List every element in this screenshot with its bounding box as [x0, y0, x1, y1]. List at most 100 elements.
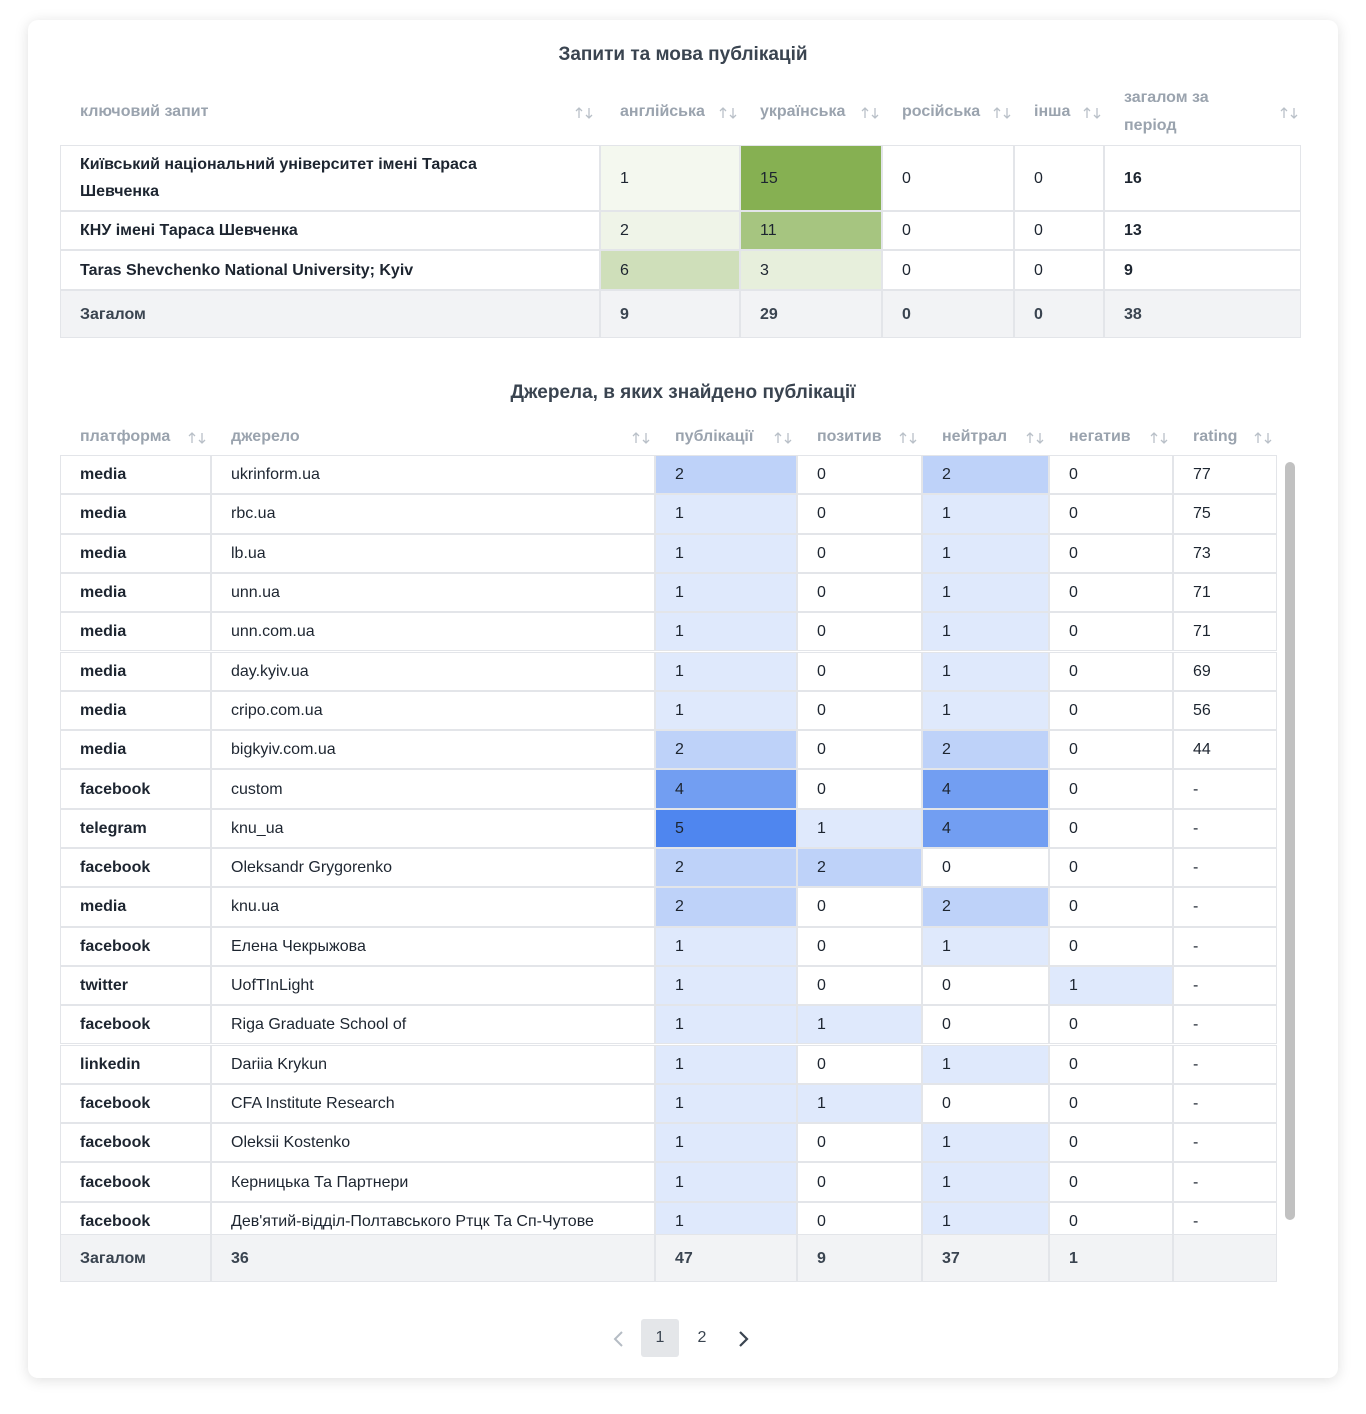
value-cell: 2 [600, 211, 740, 250]
value-cell: 1 [922, 1044, 1049, 1084]
source-cell: bigkyiv.com.ua [211, 730, 655, 770]
source-cell: facebook [60, 1083, 211, 1124]
source-cell: knu.ua [211, 887, 655, 927]
scrollbar[interactable] [1283, 458, 1297, 1234]
value-cell: 73 [1173, 533, 1277, 573]
source-cell: knu_ua [211, 808, 655, 848]
value-cell: 1 [922, 612, 1049, 652]
value-cell: 1 [655, 494, 797, 534]
value-cell: - [1173, 965, 1277, 1006]
value-cell: 0 [1049, 1044, 1173, 1084]
source-cell: media [60, 887, 211, 927]
value-cell: - [1173, 1201, 1277, 1234]
source-cell: unn.com.ua [211, 612, 655, 652]
column-header[interactable]: негатив [1069, 428, 1131, 445]
column-header[interactable]: rating [1193, 428, 1238, 445]
scroll-thumb[interactable] [1285, 462, 1295, 1220]
sort-icon[interactable] [992, 106, 1014, 120]
column-header[interactable]: платформа [80, 428, 171, 445]
sort-icon[interactable] [773, 431, 795, 445]
value-cell: 0 [1049, 1083, 1173, 1124]
value-cell: 2 [922, 730, 1049, 770]
value-cell: 0 [797, 612, 922, 652]
sort-icon[interactable] [718, 106, 740, 120]
value-cell: - [1173, 926, 1277, 966]
column-header[interactable]: публікації [675, 428, 754, 445]
value-cell: - [1173, 1044, 1277, 1084]
value-cell: 11 [740, 211, 882, 250]
source-cell: media [60, 494, 211, 534]
sort-icon[interactable] [1279, 106, 1301, 120]
total-cell: Загалом [60, 290, 600, 338]
sort-icon[interactable] [1253, 431, 1275, 445]
column-header[interactable]: нейтрал [942, 428, 1008, 445]
value-cell: 1 [922, 690, 1049, 731]
sort-icon[interactable] [860, 106, 882, 120]
column-header[interactable]: позитив [817, 428, 882, 445]
total-cell: 1 [1049, 1234, 1173, 1282]
value-cell: 0 [1049, 1162, 1173, 1202]
source-cell: Дев'ятий-відділ-Полтавського Ртцк Та Сп-… [211, 1201, 655, 1234]
query-cell: Taras Shevchenko National University; Ky… [60, 250, 600, 290]
page-button[interactable]: 1 [641, 1319, 679, 1357]
value-cell: 69 [1173, 651, 1277, 691]
source-cell: CFA Institute Research [211, 1083, 655, 1124]
value-cell: 15 [740, 145, 882, 211]
value-cell: - [1173, 887, 1277, 927]
value-cell: 0 [1049, 533, 1173, 573]
value-cell: 0 [922, 848, 1049, 888]
value-cell: 0 [1049, 572, 1173, 613]
value-cell: 0 [797, 651, 922, 691]
source-cell: facebook [60, 769, 211, 809]
source-cell: media [60, 730, 211, 770]
source-cell: Керницька Та Партнери [211, 1162, 655, 1202]
total-cell: 29 [740, 290, 882, 338]
value-cell: 2 [655, 887, 797, 927]
sort-icon[interactable] [1149, 431, 1171, 445]
column-header[interactable]: джерело [231, 428, 300, 445]
value-cell: 4 [655, 769, 797, 809]
source-cell: cripo.com.ua [211, 690, 655, 731]
source-cell: twitter [60, 965, 211, 1006]
next-page[interactable] [734, 1328, 752, 1350]
sort-icon[interactable] [898, 431, 920, 445]
sort-icon[interactable] [1082, 106, 1104, 120]
column-header[interactable]: англійська [620, 103, 705, 120]
value-cell: 4 [922, 808, 1049, 848]
value-cell: 9 [1104, 250, 1301, 290]
sort-icon[interactable] [187, 431, 209, 445]
value-cell: 3 [740, 250, 882, 290]
sort-icon[interactable] [574, 106, 596, 120]
sort-icon[interactable] [1025, 431, 1047, 445]
total-cell [1173, 1234, 1277, 1282]
total-cell: 9 [797, 1234, 922, 1282]
column-header[interactable]: загалом за період [1124, 89, 1209, 134]
value-cell: 1 [600, 145, 740, 211]
value-cell: 0 [1049, 1123, 1173, 1163]
sort-icon[interactable] [631, 431, 653, 445]
source-cell: facebook [60, 1123, 211, 1163]
source-cell: Oleksandr Grygorenko [211, 848, 655, 888]
value-cell: 0 [882, 211, 1014, 250]
page-button[interactable]: 2 [697, 1329, 707, 1346]
prev-page[interactable] [610, 1328, 628, 1350]
value-cell: 4 [922, 769, 1049, 809]
total-cell: 9 [600, 290, 740, 338]
value-cell: 13 [1104, 211, 1301, 250]
value-cell: 1 [655, 1044, 797, 1084]
value-cell: 1 [655, 1005, 797, 1045]
column-header[interactable]: російська [902, 103, 981, 120]
column-header[interactable]: інша [1034, 103, 1071, 120]
column-header[interactable]: ключовий запит [80, 103, 209, 120]
value-cell: - [1173, 808, 1277, 848]
value-cell: - [1173, 769, 1277, 809]
column-header[interactable]: українська [760, 103, 846, 120]
value-cell: 0 [797, 572, 922, 613]
value-cell: - [1173, 1083, 1277, 1124]
value-cell: 1 [922, 1162, 1049, 1202]
value-cell: 77 [1173, 455, 1277, 495]
value-cell: 0 [797, 455, 922, 495]
value-cell: 0 [797, 887, 922, 927]
value-cell: 1 [655, 926, 797, 966]
value-cell: 0 [797, 769, 922, 809]
